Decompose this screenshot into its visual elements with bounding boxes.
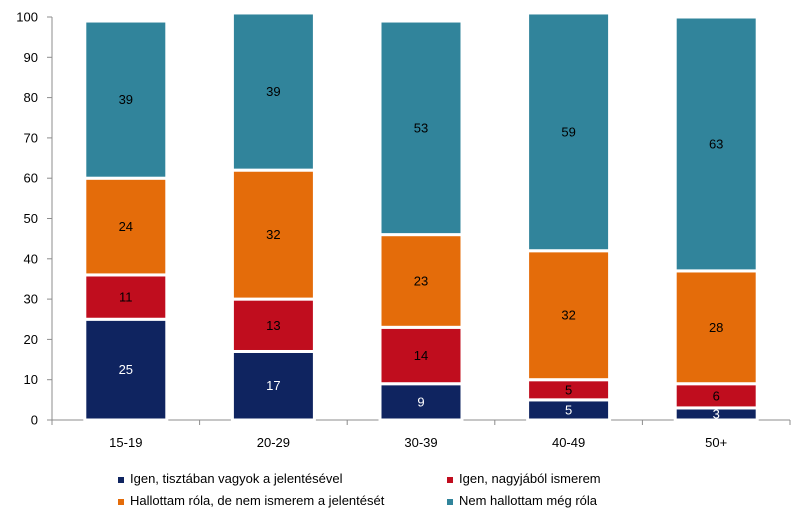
y-tick-label: 0 xyxy=(31,413,38,428)
legend-swatch xyxy=(118,477,124,483)
data-label: 28 xyxy=(709,320,723,335)
bar-segment xyxy=(83,176,169,277)
data-label: 11 xyxy=(119,290,133,305)
bar-segment xyxy=(673,15,759,273)
legend-item: Nem hallottam még róla xyxy=(447,493,598,508)
bar-segment xyxy=(526,11,612,253)
legend-label: Hallottam róla, de nem ismerem a jelenté… xyxy=(130,493,385,508)
bar-segment xyxy=(230,168,316,301)
data-label: 59 xyxy=(561,124,575,139)
x-tick-label: 30-39 xyxy=(404,435,437,450)
data-label: 23 xyxy=(414,273,428,288)
bar-segment xyxy=(83,19,169,180)
data-label: 24 xyxy=(119,219,133,234)
x-tick-label: 50+ xyxy=(705,435,727,450)
legend-swatch xyxy=(447,499,453,505)
y-tick-label: 50 xyxy=(24,211,38,226)
bar-segment xyxy=(378,19,464,237)
x-tick-label: 40-49 xyxy=(552,435,585,450)
data-label: 14 xyxy=(414,348,428,363)
data-label: 63 xyxy=(709,136,723,151)
bar-segment xyxy=(673,382,759,410)
legend-label: Nem hallottam még róla xyxy=(459,493,598,508)
legend-label: Igen, tisztában vagyok a jelentésével xyxy=(130,471,343,486)
legend-item: Igen, tisztában vagyok a jelentésével xyxy=(118,471,343,486)
bar-segment xyxy=(526,249,612,382)
data-label: 53 xyxy=(414,120,428,135)
y-tick-label: 20 xyxy=(24,332,38,347)
data-label: 39 xyxy=(119,92,133,107)
y-tick-label: 70 xyxy=(24,130,38,145)
legend-item: Hallottam róla, de nem ismerem a jelenté… xyxy=(118,493,385,508)
y-tick-label: 90 xyxy=(24,50,38,65)
data-label: 39 xyxy=(266,84,280,99)
bars xyxy=(83,11,759,422)
y-tick-label: 100 xyxy=(16,10,38,25)
data-label: 9 xyxy=(417,394,424,409)
data-label: 5 xyxy=(565,382,572,397)
x-tick-label: 15-19 xyxy=(109,435,142,450)
data-label: 13 xyxy=(266,318,280,333)
y-tick-label: 40 xyxy=(24,251,38,266)
bar-segment xyxy=(673,269,759,386)
legend-label: Igen, nagyjából ismerem xyxy=(459,471,601,486)
data-label: 32 xyxy=(561,308,575,323)
y-axis: 0 10 20 30 40 50 60 70 80 90 100 xyxy=(16,10,53,428)
bar-segment xyxy=(378,233,464,329)
data-label: 17 xyxy=(266,378,280,393)
y-tick-label: 10 xyxy=(24,372,38,387)
bar-segment xyxy=(378,325,464,386)
legend-swatch xyxy=(118,499,124,505)
data-label: 6 xyxy=(713,388,720,403)
data-label: 5 xyxy=(565,402,572,417)
x-axis: 15-19 20-29 30-39 40-49 50+ xyxy=(51,419,791,450)
y-tick-label: 30 xyxy=(24,292,38,307)
legend-item: Igen, nagyjából ismerem xyxy=(447,471,601,486)
legend-swatch xyxy=(447,477,453,483)
bar-segment xyxy=(230,349,316,422)
bar-segment xyxy=(83,273,169,321)
y-tick-label: 80 xyxy=(24,90,38,105)
data-labels: 25 11 24 39 17 13 32 39 9 14 23 53 5 5 32 59 3 6 28 63 xyxy=(119,84,724,421)
data-label: 3 xyxy=(713,406,720,421)
bar-segment xyxy=(230,11,316,172)
legend: Igen, tisztában vagyok a jelentésével Ige… xyxy=(118,471,601,508)
data-label: 25 xyxy=(119,362,133,377)
data-label: 32 xyxy=(266,227,280,242)
x-tick-label: 20-29 xyxy=(257,435,290,450)
y-tick-label: 60 xyxy=(24,171,38,186)
